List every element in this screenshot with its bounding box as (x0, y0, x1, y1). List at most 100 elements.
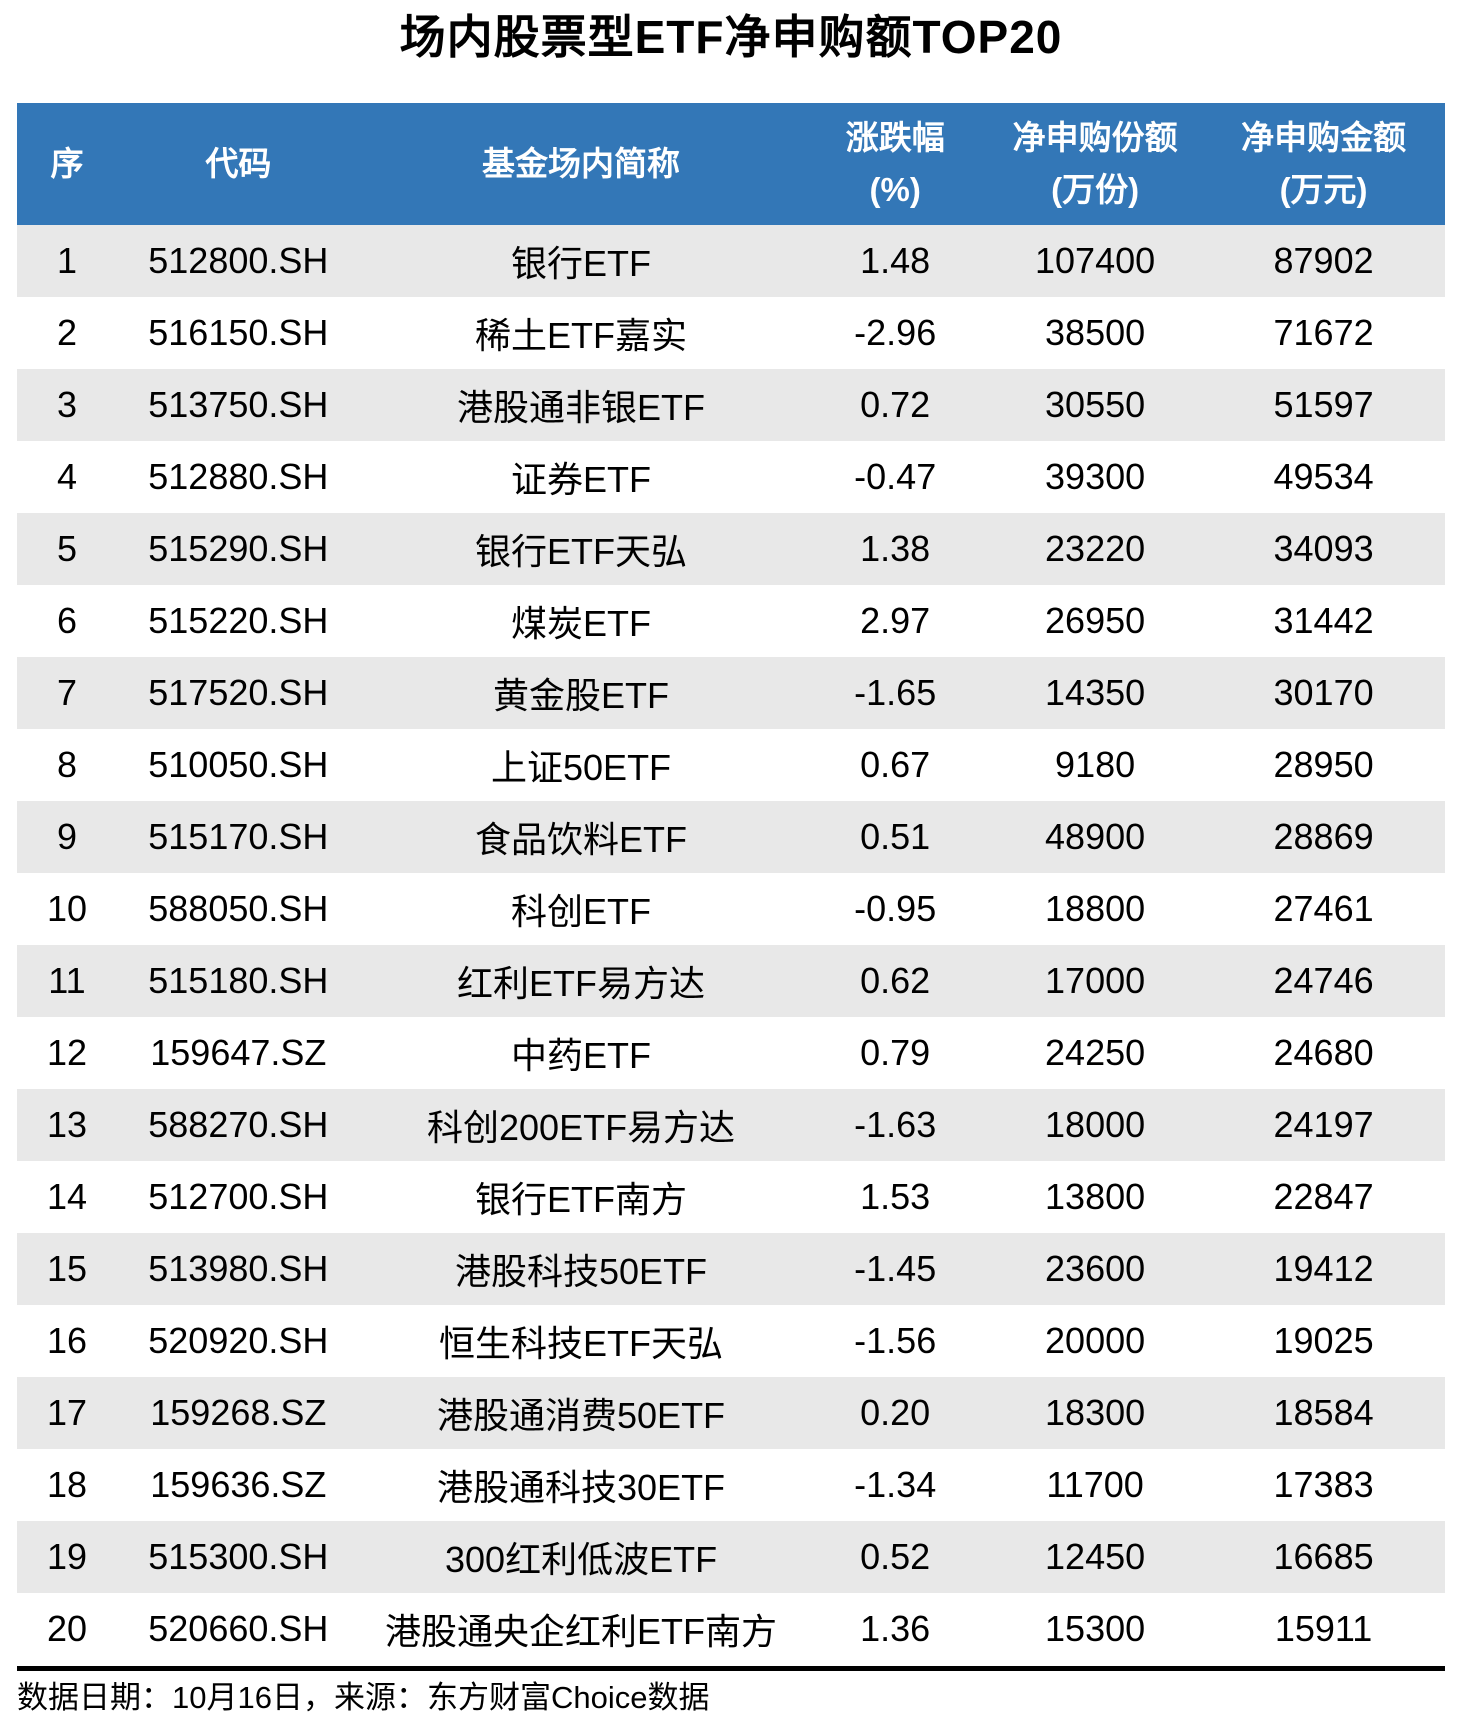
net-amount-cell: 27461 (1273, 888, 1374, 929)
change-pct-cell: 0.79 (860, 1032, 931, 1073)
net-shares-cell: 18000 (1045, 1104, 1146, 1145)
change-pct-cell: 1.38 (860, 528, 931, 569)
column-header-label: 代码 (205, 145, 272, 182)
net-shares-cell: 11700 (1046, 1464, 1144, 1505)
column-header-sublabel: (万元) (1279, 171, 1368, 208)
code-cell: 512800.SH (148, 240, 329, 281)
net-amount-cell: 24746 (1273, 960, 1374, 1001)
net-shares-cell: 12450 (1045, 1536, 1146, 1577)
change-pct-cell: 0.52 (860, 1536, 931, 1577)
net-shares-cell: 38500 (1045, 312, 1146, 353)
column-header-label: 净申购金额 (1241, 119, 1407, 156)
column-header-label: 净申购份额 (1012, 119, 1178, 156)
code-cell: 515170.SH (148, 816, 329, 857)
data-source-note: 数据日期：10月16日，来源：东方财富Choice数据 (17, 1680, 710, 1715)
fund-name-cell: 食品饮料ETF (475, 819, 688, 860)
change-pct-cell: 2.97 (860, 600, 931, 641)
change-pct-cell: 1.36 (860, 1608, 931, 1649)
fund-name-cell: 银行ETF (511, 243, 652, 284)
change-pct-cell: -0.47 (854, 456, 937, 497)
net-shares-cell: 48900 (1045, 816, 1146, 857)
code-cell: 513750.SH (148, 384, 329, 425)
table-row: 16 520920.SH 恒生科技ETF天弘 -1.56 20000 19025 (17, 1305, 1445, 1377)
fund-name-cell: 科创200ETF易方达 (427, 1107, 736, 1148)
code-cell: 159647.SZ (150, 1032, 327, 1073)
change-pct-cell: -2.96 (854, 312, 937, 353)
net-amount-cell: 71672 (1273, 312, 1374, 353)
fund-name-cell: 黄金股ETF (493, 675, 670, 716)
rank-cell: 4 (56, 456, 77, 497)
code-cell: 513980.SH (148, 1248, 329, 1289)
net-amount-cell: 87902 (1273, 240, 1374, 281)
net-shares-cell: 23600 (1045, 1248, 1146, 1289)
rank-cell: 11 (48, 960, 86, 1001)
change-pct-cell: -0.95 (854, 888, 937, 929)
table-row: 8 510050.SH 上证50ETF 0.67 9180 28950 (17, 729, 1445, 801)
rank-cell: 7 (56, 672, 77, 713)
change-pct-cell: -1.56 (854, 1320, 937, 1361)
table-row: 9 515170.SH 食品饮料ETF 0.51 48900 28869 (17, 801, 1445, 873)
table-row: 3 513750.SH 港股通非银ETF 0.72 30550 51597 (17, 369, 1445, 441)
code-cell: 515180.SH (148, 960, 329, 1001)
change-pct-cell: -1.34 (854, 1464, 937, 1505)
net-amount-cell: 31442 (1273, 600, 1374, 641)
etf-table: 序 代码 基金场内简称 涨跌幅 (%) 净申购份额 (万份) 净申购金额 (万 (17, 103, 1445, 1717)
code-cell: 159268.SZ (150, 1392, 327, 1433)
net-amount-cell: 19412 (1273, 1248, 1374, 1289)
net-amount-cell: 15911 (1274, 1608, 1373, 1649)
code-cell: 520920.SH (148, 1320, 329, 1361)
column-header-label: 基金场内简称 (482, 145, 681, 182)
change-pct-cell: 1.48 (860, 240, 931, 281)
net-shares-cell: 9180 (1055, 744, 1136, 785)
table-row: 10 588050.SH 科创ETF -0.95 18800 27461 (17, 873, 1445, 945)
rank-cell: 14 (46, 1176, 87, 1217)
net-amount-cell: 17383 (1273, 1464, 1374, 1505)
rank-cell: 6 (56, 600, 77, 641)
change-pct-cell: 0.51 (860, 816, 931, 857)
table-row: 19 515300.SH 300红利低波ETF 0.52 12450 16685 (17, 1521, 1445, 1593)
code-cell: 517520.SH (148, 672, 329, 713)
net-shares-cell: 23220 (1045, 528, 1146, 569)
code-cell: 159636.SZ (150, 1464, 327, 1505)
code-cell: 515300.SH (148, 1536, 329, 1577)
table-row: 18 159636.SZ 港股通科技30ETF -1.34 11700 1738… (17, 1449, 1445, 1521)
rank-cell: 18 (46, 1464, 87, 1505)
net-amount-cell: 24680 (1273, 1032, 1374, 1073)
net-shares-cell: 13800 (1045, 1176, 1146, 1217)
fund-name-cell: 300红利低波ETF (445, 1539, 718, 1580)
code-cell: 588270.SH (148, 1104, 329, 1145)
code-cell: 512880.SH (148, 456, 329, 497)
code-cell: 512700.SH (148, 1176, 329, 1217)
fund-name-cell: 稀土ETF嘉实 (475, 315, 688, 356)
net-shares-cell: 14350 (1045, 672, 1146, 713)
table-row: 15 513980.SH 港股科技50ETF -1.45 23600 19412 (17, 1233, 1445, 1305)
net-amount-cell: 34093 (1273, 528, 1374, 569)
column-header-label: 涨跌幅 (845, 119, 945, 156)
rank-cell: 16 (46, 1320, 87, 1361)
table-row: 6 515220.SH 煤炭ETF 2.97 26950 31442 (17, 585, 1445, 657)
column-header-fund-name: 基金场内简称 (360, 103, 803, 225)
column-header-sublabel: (万份) (1051, 171, 1140, 208)
fund-name-cell: 煤炭ETF (511, 603, 652, 644)
fund-name-cell: 中药ETF (511, 1035, 652, 1076)
fund-name-cell: 港股通央企红利ETF南方 (385, 1611, 778, 1652)
rank-cell: 2 (56, 312, 77, 353)
fund-name-cell: 科创ETF (511, 891, 652, 932)
rank-cell: 13 (46, 1104, 87, 1145)
net-shares-cell: 15300 (1045, 1608, 1146, 1649)
net-amount-cell: 51597 (1273, 384, 1374, 425)
net-amount-cell: 28950 (1273, 744, 1374, 785)
fund-name-cell: 银行ETF天弘 (475, 531, 688, 572)
code-cell: 516150.SH (148, 312, 329, 353)
fund-name-cell: 证券ETF (511, 459, 652, 500)
fund-name-cell: 港股科技50ETF (455, 1251, 708, 1292)
rank-cell: 20 (46, 1608, 87, 1649)
net-amount-cell: 24197 (1273, 1104, 1374, 1145)
table-row: 17 159268.SZ 港股通消费50ETF 0.20 18300 18584 (17, 1377, 1445, 1449)
change-pct-cell: 0.72 (860, 384, 931, 425)
change-pct-cell: -1.45 (854, 1248, 937, 1289)
net-amount-cell: 49534 (1273, 456, 1374, 497)
change-pct-cell: 0.20 (860, 1392, 931, 1433)
fund-name-cell: 恒生科技ETF天弘 (439, 1323, 724, 1364)
